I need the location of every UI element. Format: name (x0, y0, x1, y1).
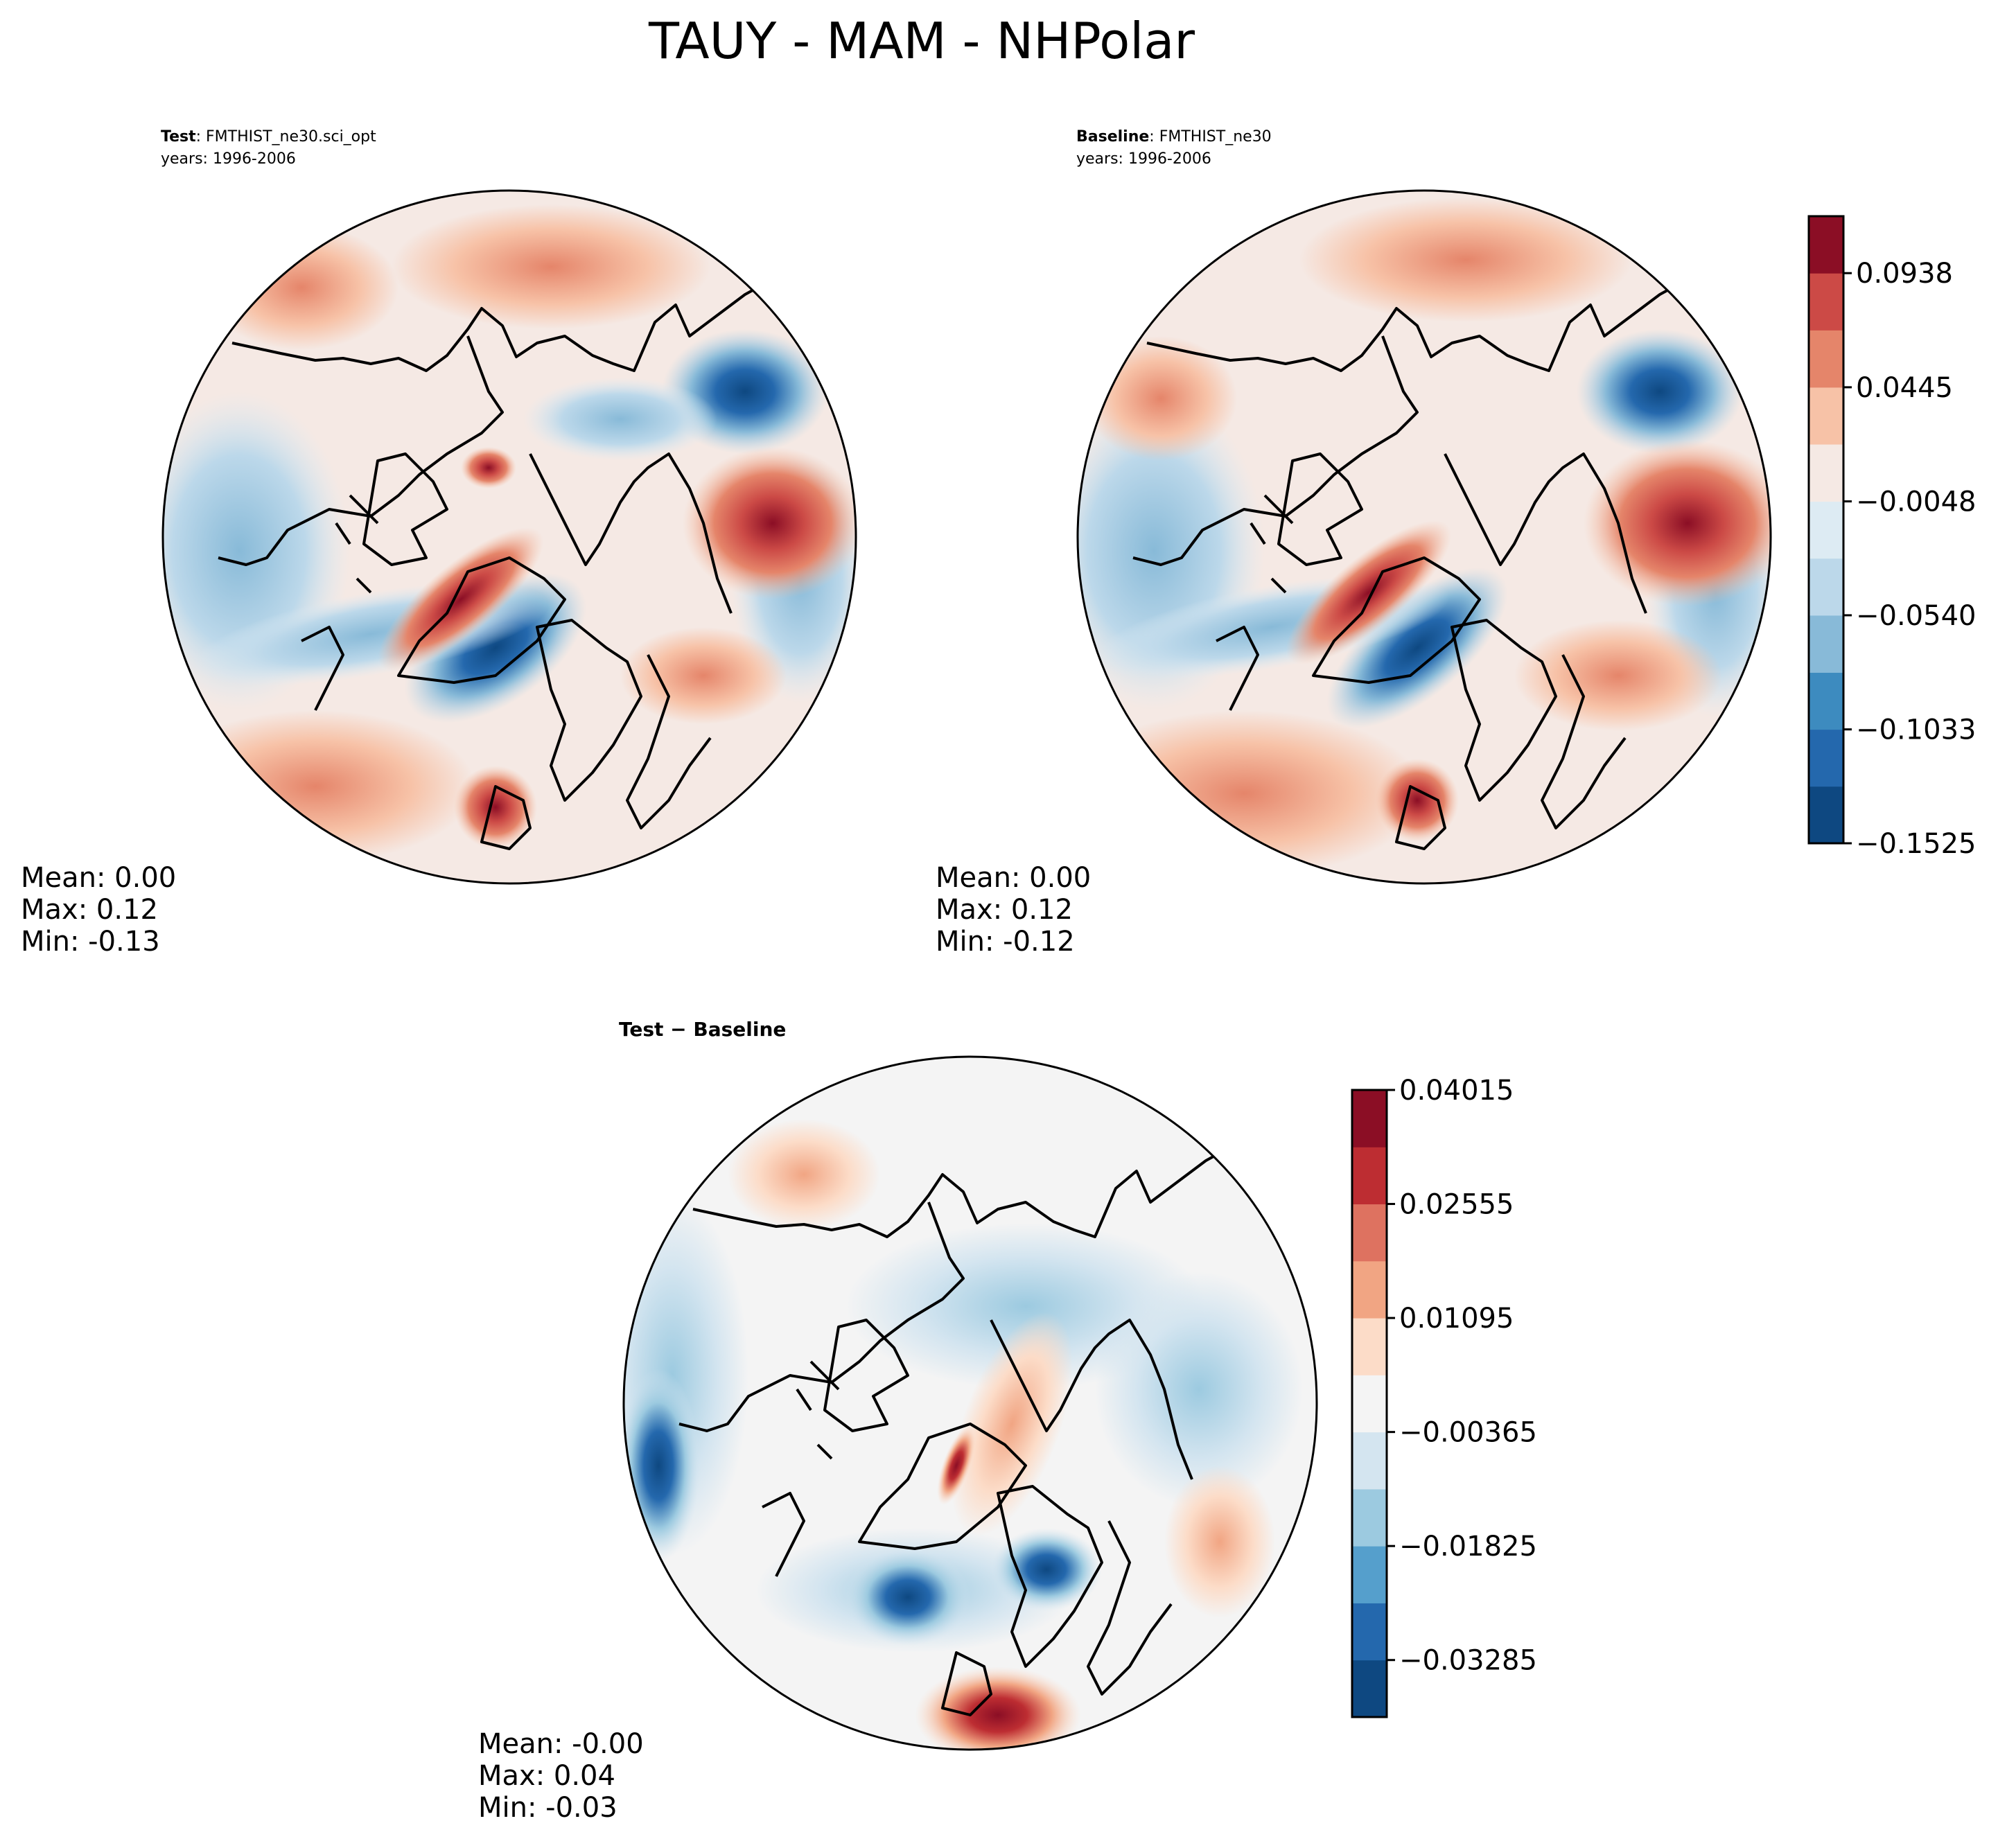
test-mean: Mean: 0.00 (21, 862, 176, 894)
baseline-field-europe-pos (1514, 620, 1722, 731)
test-panel: Test: FMTHIST_ne30.sci_opt years: 1996-2… (21, 128, 857, 958)
test-subtitle: Test: FMTHIST_ne30.sci_opt (161, 128, 376, 146)
diff-field-europe-pos (915, 1666, 1081, 1750)
test-map (161, 189, 857, 885)
diff-colorbar-segment (1352, 1090, 1387, 1147)
baseline-years: years: 1996-2006 (1076, 150, 1211, 168)
test-map-border (161, 189, 857, 885)
diff-field-nw-pos (728, 1119, 880, 1230)
main-colorbar-segment (1809, 672, 1843, 730)
diff-colorbar-segment (1352, 1204, 1387, 1262)
baseline-field-siberia-pos (1584, 440, 1771, 606)
diff-colorbar-segment (1352, 1432, 1387, 1490)
test-field-uk-pos (454, 766, 537, 849)
main-colorbar-segment (1809, 330, 1843, 388)
diff-colorbar-segment (1352, 1147, 1387, 1205)
main-colorbar-tick-label: 0.0938 (1856, 258, 1953, 290)
diff-colorbar-tick-label: 0.04015 (1399, 1075, 1514, 1107)
baseline-field-greenland-pos (1286, 520, 1452, 665)
baseline-max: Max: 0.12 (936, 894, 1073, 926)
diff-colorbar-tick-label: −0.00365 (1399, 1417, 1537, 1449)
main-colorbar-tick-label: −0.1033 (1856, 714, 1976, 746)
diff-panel: Test − Baseline Mean: -0.00 Max: (478, 1018, 1318, 1824)
diff-title: Test − Baseline (619, 1018, 786, 1041)
main-colorbar-segment (1809, 786, 1843, 844)
test-years: years: 1996-2006 (161, 150, 296, 168)
main-colorbar-segment (1809, 444, 1843, 502)
main-colorbar-segment (1809, 615, 1843, 673)
test-min: Min: -0.13 (21, 926, 160, 958)
diff-field-norway-neg (991, 1528, 1102, 1611)
diff-colorbar-segment (1352, 1375, 1387, 1433)
diff-colorbar: 0.04015 0.02555 0.01095 −0.00365 −0.01825 −0.… (1351, 1075, 1537, 1718)
test-label: Test (161, 128, 196, 146)
main-colorbar: 0.0938 0.0445 −0.0048 −0.0540 −0.1033 −0.1525 (1807, 215, 1976, 860)
diff-map-border (622, 1055, 1318, 1751)
baseline-map-border (1076, 189, 1772, 885)
main-colorbar-segment (1809, 501, 1843, 559)
main-colorbar-segment (1809, 273, 1843, 331)
figure-title: TAUY - MAM - NHPolar (648, 12, 1195, 70)
diff-mean: Mean: -0.00 (478, 1728, 644, 1760)
diff-colorbar-segment (1352, 1318, 1387, 1375)
diff-colorbar-tick-label: 0.01095 (1399, 1303, 1514, 1335)
diff-field-greenland-strong-pos (937, 1426, 976, 1505)
baseline-case: : FMTHIST_ne30 (1149, 128, 1271, 146)
test-field-nw-pos (204, 225, 398, 350)
test-field-bering-neg (523, 378, 717, 461)
diff-colorbar-segment (1352, 1260, 1387, 1319)
main-colorbar-border (1807, 215, 1845, 845)
diff-field-greenland-pos (951, 1312, 1073, 1536)
diff-min: Min: -0.03 (478, 1792, 617, 1824)
main-colorbar-tick-label: −0.1525 (1856, 828, 1976, 860)
main-colorbar-tick-label: −0.0540 (1856, 600, 1976, 632)
test-case: : FMTHIST_ne30.sci_opt (196, 128, 376, 146)
diff-colorbar-segment (1352, 1660, 1387, 1718)
test-field-greenland-pos (378, 527, 544, 671)
diff-colorbar-tick-label: −0.01825 (1399, 1531, 1537, 1563)
main-colorbar-tick-label: 0.0445 (1856, 372, 1953, 404)
baseline-field-north-pos (1299, 197, 1632, 322)
baseline-label: Baseline (1076, 128, 1149, 146)
diff-colorbar-segment (1352, 1603, 1387, 1661)
test-field-ellesmere-pos (461, 447, 516, 489)
baseline-field-greenland-neg (1326, 567, 1508, 728)
diff-colorbar-segment (1352, 1546, 1387, 1603)
main-colorbar-segment (1809, 558, 1843, 616)
main-colorbar-segment (1809, 387, 1843, 445)
diff-colorbar-border (1351, 1089, 1388, 1718)
test-field-north-pos (392, 204, 710, 329)
baseline-field-atlantic-pos (1078, 710, 1424, 877)
baseline-min: Min: -0.12 (936, 926, 1075, 958)
diff-colorbar-segment (1352, 1488, 1387, 1547)
diff-colorbar-tick-label: 0.02555 (1399, 1189, 1514, 1221)
baseline-map (1076, 189, 1772, 885)
diff-field-siberia-neg (1095, 1271, 1303, 1507)
test-field-europe-pos (620, 627, 787, 724)
baseline-panel: Baseline: FMTHIST_ne30 years: 1996-2006 (936, 128, 1772, 958)
main-colorbar-segment (1809, 729, 1843, 787)
main-colorbar-tick-label: −0.0048 (1856, 486, 1976, 518)
baseline-field-uk-pos (1376, 759, 1459, 842)
test-field-siberia-pos (683, 447, 856, 599)
test-field-atlantic-pos (163, 710, 475, 863)
diff-colorbar-tick-label: −0.03285 (1399, 1645, 1537, 1677)
baseline-field-pacific-neg (1577, 329, 1743, 454)
test-max: Max: 0.12 (21, 894, 158, 926)
baseline-mean: Mean: 0.00 (936, 862, 1091, 894)
diff-map (622, 1055, 1318, 1751)
diff-field-east-pos (1164, 1466, 1275, 1618)
main-colorbar-segment (1809, 216, 1843, 274)
diff-max: Max: 0.04 (478, 1760, 615, 1792)
baseline-subtitle: Baseline: FMTHIST_ne30 (1076, 128, 1272, 146)
diff-field-iceland-neg (845, 1549, 970, 1646)
